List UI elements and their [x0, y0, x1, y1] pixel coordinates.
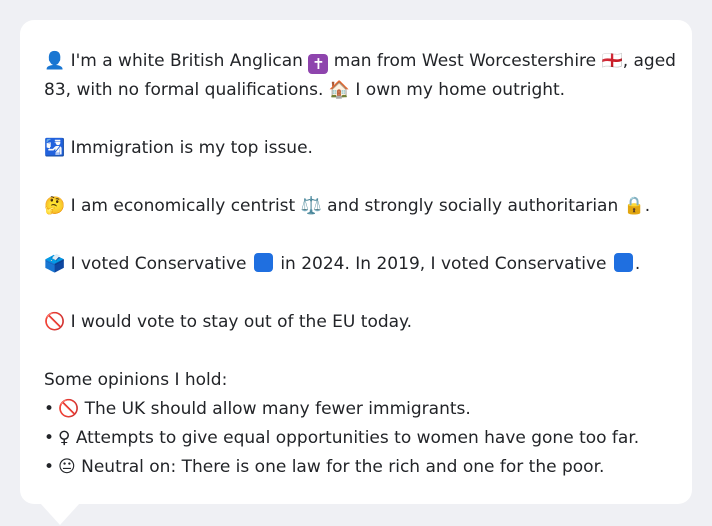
latin-cross-icon: ✝: [308, 54, 329, 74]
eu-stance: 🚫 I would vote to stay out of the EU tod…: [44, 312, 413, 332]
vote-history: 🗳️ I voted Conservative in 2024. In 2019…: [44, 250, 668, 279]
vote-text-a: 🗳️ I voted Conservative: [44, 254, 252, 274]
opinion-item: • ♀ Attempts to give equal opportunities …: [44, 424, 668, 453]
opinion-text: ♀ Attempts to give equal opportunities t…: [58, 428, 640, 448]
conservative-square-icon: [613, 253, 633, 272]
top-issue: 🛂 Immigration is my top issue.: [44, 138, 313, 158]
vote-text-b: in 2024. In 2019, I voted Conservative: [274, 254, 612, 274]
opinion-text: 😐 Neutral on: There is one law for the r…: [58, 457, 605, 477]
vote-text-c: .: [634, 254, 641, 274]
ideology: 🤔 I am economically centrist ⚖️ and stro…: [44, 196, 651, 216]
opinion-item: • 😐 Neutral on: There is one law for the …: [44, 453, 668, 482]
speech-bubble-tail: [40, 503, 80, 525]
identity-line-2: 83, with no formal qualifications. 🏠 I o…: [44, 80, 566, 100]
conservative-square-icon: [253, 253, 273, 272]
identity-text-b: man from West Worcestershire 🏴󠁧󠁢󠁥󠁮󠁧󠁿, ag…: [328, 51, 676, 71]
persona-card: 👤 I'm a white British Anglican ✝ man fro…: [20, 20, 692, 504]
opinion-text: 🚫 The UK should allow many fewer immigra…: [58, 399, 471, 419]
bullet: •: [44, 428, 55, 448]
opinion-item: • 🚫 The UK should allow many fewer immigr…: [44, 395, 668, 424]
bullet: •: [44, 457, 55, 477]
identity-line-1: 👤 I'm a white British Anglican ✝ man fro…: [44, 47, 676, 76]
identity-text-a: 👤 I'm a white British Anglican: [44, 51, 309, 71]
opinions-heading: Some opinions I hold:: [44, 370, 228, 390]
bullet: •: [44, 399, 55, 419]
